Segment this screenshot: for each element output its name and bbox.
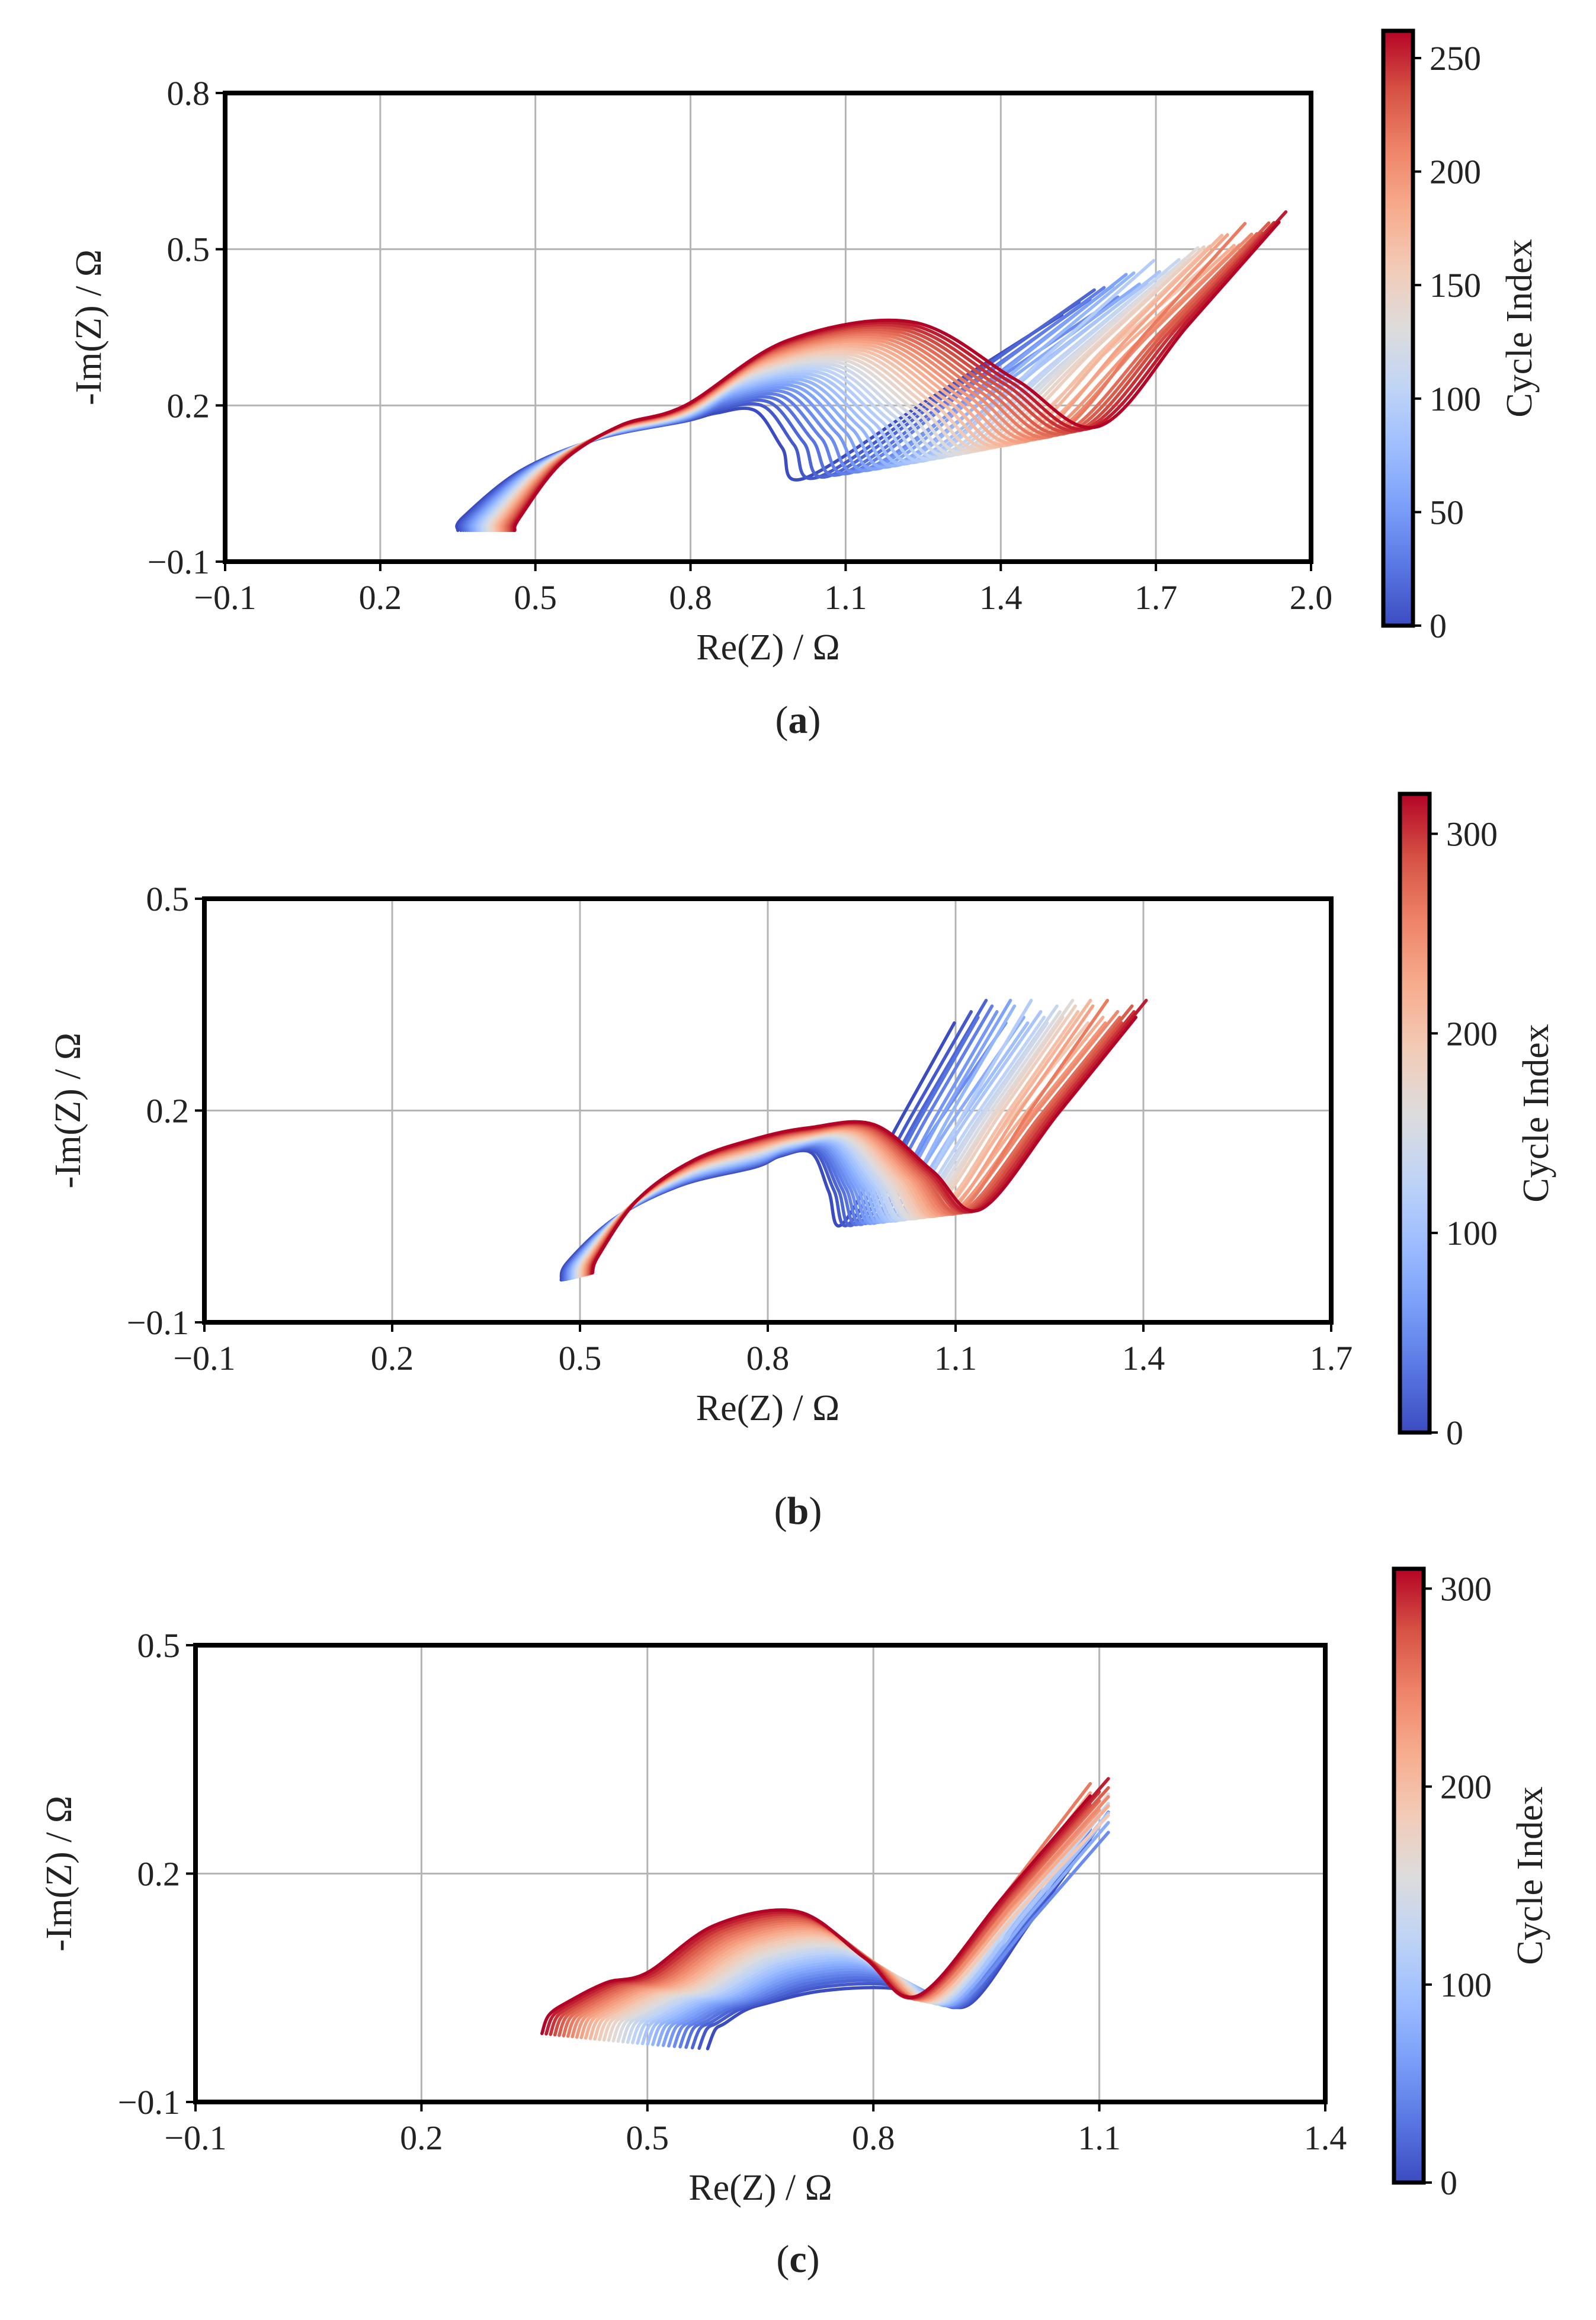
y-tick-label: 0.5: [137, 1626, 181, 1665]
x-tick-label: 1.4: [1304, 2119, 1347, 2157]
colorbar-gradient: [1383, 31, 1413, 626]
nyquist-curve: [557, 1786, 1110, 2037]
colorbar-tick-label: 200: [1446, 1014, 1498, 1053]
colorbar-tick-label: 300: [1440, 1569, 1492, 1608]
colorbar: 0 50 100 150 200 250 Cycle Index: [1381, 28, 1540, 645]
colorbar-frame: [1392, 1566, 1426, 2185]
y-tick-label: 0.2: [146, 1092, 190, 1130]
panel-caption: (c): [776, 2238, 819, 2281]
colorbar-tick-label: 100: [1440, 1966, 1492, 2004]
x-tick-label: 2.0: [1290, 578, 1333, 617]
x-tick-label: 1.7: [1134, 578, 1178, 617]
colorbar-frame: [1398, 792, 1432, 1435]
x-tick-label: −0.1: [164, 2119, 226, 2157]
x-tick-label: 1.7: [1310, 1339, 1353, 1377]
x-tick-label: 0.5: [514, 578, 557, 617]
colorbar-tick-label: 50: [1430, 493, 1464, 531]
chart-panel-b: −0.1 0.2 0.5 0.8 1.1 1.4 1.7 −0.1 0.2 0.5 Re(Z) / …: [48, 792, 1556, 1533]
colorbar-title: Cycle Index: [1516, 1024, 1556, 1202]
panel-caption-letter: b: [787, 1489, 809, 1533]
panel-caption: (a): [775, 698, 821, 742]
nyquist-curve: [584, 1804, 1110, 2040]
nyquist-curve: [672, 1831, 1110, 2048]
y-tick-label: −0.1: [148, 543, 210, 581]
grid: [224, 92, 1312, 563]
chart-panel-a: −0.1 0.2 0.5 0.8 1.1 1.4 1.7 2.0 −0.1 0.2 0.5 0.8 Re…: [69, 28, 1540, 742]
panel-caption-letter: a: [789, 698, 808, 742]
y-tick-label: 0.5: [167, 230, 210, 269]
grid: [203, 898, 1332, 1324]
x-axis-title: Re(Z) / Ω: [688, 2168, 832, 2208]
y-tick-label: 0.2: [167, 386, 210, 425]
colorbar-tick-label: 200: [1430, 153, 1481, 191]
x-tick-label: 1.1: [1078, 2119, 1121, 2157]
y-axis-title: -Im(Z) / Ω: [39, 1796, 79, 1952]
colorbar-title: Cycle Index: [1499, 239, 1540, 417]
colorbar: 0 100 200 300 Cycle Index: [1392, 1566, 1550, 2202]
x-tick-label: 1.1: [934, 1339, 978, 1377]
chart-panel-c: −0.1 0.2 0.5 0.8 1.1 1.4 −0.1 0.2 0.5 Re(Z) / Ω -I…: [39, 1566, 1550, 2281]
x-tick-label: 0.8: [669, 578, 712, 617]
nyquist-curve: [598, 1813, 1110, 2042]
nyquist-curves: [455, 210, 1288, 533]
colorbar-tick-label: 150: [1430, 266, 1481, 305]
colorbar-tick-label: 0: [1430, 607, 1447, 645]
colorbar-tick-label: 100: [1446, 1214, 1498, 1252]
y-axis-title: -Im(Z) / Ω: [69, 249, 109, 405]
nyquist-curve: [611, 1792, 1110, 2043]
x-tick-label: 0.2: [359, 578, 402, 617]
x-tick-label: 1.4: [1122, 1339, 1165, 1377]
y-tick-label: 0.5: [146, 880, 190, 918]
y-axis-title: -Im(Z) / Ω: [48, 1033, 88, 1188]
colorbar-tick-label: 0: [1446, 1414, 1463, 1452]
colorbar-tick-label: 100: [1430, 380, 1481, 418]
colorbar-gradient: [1400, 794, 1430, 1433]
y-tick-label: 0.8: [167, 74, 210, 113]
nyquist-curve: [656, 1821, 1110, 2047]
x-tick-label: 1.4: [979, 578, 1023, 617]
panel-caption: (b): [774, 1489, 822, 1533]
y-tick-label: −0.1: [127, 1303, 189, 1342]
x-tick-label: 0.8: [852, 2119, 895, 2157]
colorbar-gradient: [1394, 1569, 1424, 2183]
y-tick-label: −0.1: [118, 2083, 180, 2122]
nyquist-curve: [640, 1811, 1110, 2046]
nyquist-curve: [483, 258, 1181, 533]
nyquist-curve: [690, 1811, 1110, 2050]
nyquist-curve: [540, 1794, 1092, 2036]
y-tick-label: 0.2: [137, 1855, 181, 1893]
grid: [194, 1644, 1326, 2103]
nyquist-curve: [591, 1015, 1138, 1275]
colorbar-tick-label: 300: [1446, 815, 1498, 853]
nyquist-curves: [540, 1777, 1110, 2050]
nyquist-curve: [458, 300, 1081, 533]
colorbar-tick-label: 250: [1430, 39, 1481, 78]
x-tick-label: 0.5: [559, 1339, 602, 1377]
x-tick-label: −0.1: [173, 1339, 235, 1377]
colorbar-title: Cycle Index: [1510, 1786, 1550, 1965]
nyquist-curve: [544, 1777, 1110, 2036]
panel-caption-letter: c: [789, 2238, 806, 2281]
nyquist-curve: [571, 1795, 1110, 2039]
x-tick-label: 1.1: [824, 578, 867, 617]
colorbar-tick-label: 200: [1440, 1768, 1492, 1806]
x-tick-label: 0.5: [626, 2119, 669, 2157]
x-tick-label: 0.8: [746, 1339, 790, 1377]
x-tick-label: 0.2: [400, 2119, 443, 2157]
colorbar-tick-label: 0: [1440, 2164, 1457, 2202]
nyquist-curves: [559, 998, 1148, 1282]
nyquist-curve: [507, 221, 1271, 533]
plot-frame: [223, 91, 1313, 564]
nyquist-curve: [479, 259, 1156, 533]
x-axis-title: Re(Z) / Ω: [696, 627, 839, 668]
x-axis-title: Re(Z) / Ω: [696, 1388, 839, 1428]
colorbar: 0 100 200 300 Cycle Index: [1398, 792, 1556, 1452]
colorbar-frame: [1381, 28, 1415, 628]
x-tick-label: 0.2: [371, 1339, 414, 1377]
x-tick-label: −0.1: [194, 578, 256, 617]
nyquist-curve: [512, 220, 1281, 533]
